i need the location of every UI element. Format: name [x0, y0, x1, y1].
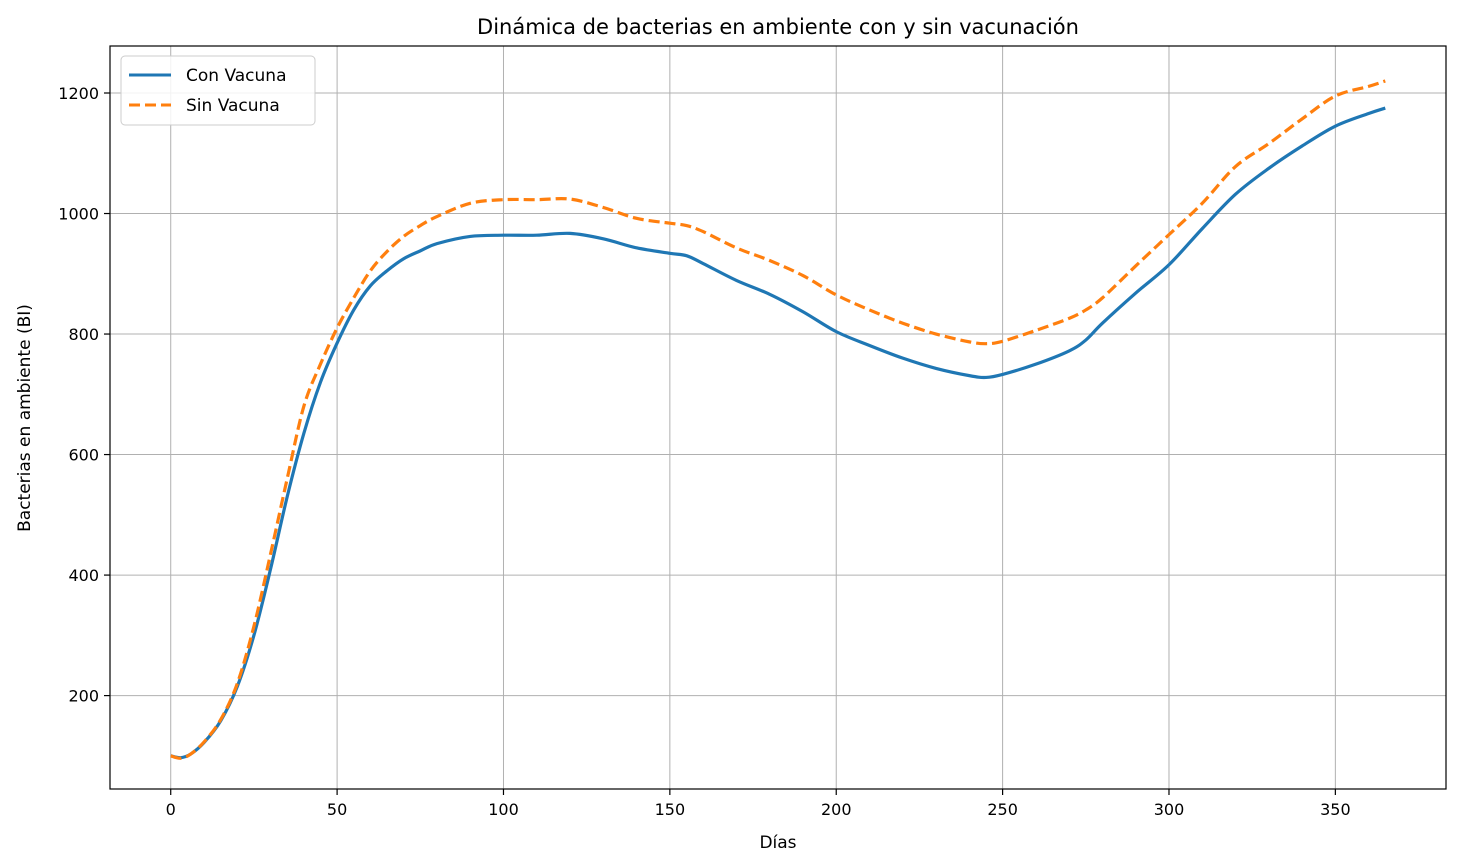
y-axis-label: Bacterias en ambiente (BI) — [15, 304, 35, 532]
chart-title: Dinámica de bacterias en ambiente con y … — [477, 15, 1079, 39]
y-tick-label: 1200 — [58, 84, 99, 103]
legend-label-sin-vacuna: Sin Vacuna — [186, 96, 280, 116]
x-tick-label: 200 — [821, 800, 852, 819]
x-tick-label: 350 — [1320, 800, 1351, 819]
y-tick-label: 800 — [68, 325, 99, 344]
x-tick-label: 250 — [987, 800, 1018, 819]
y-tick-label: 600 — [68, 446, 99, 465]
x-tick-label: 100 — [488, 800, 519, 819]
legend-label-con-vacuna: Con Vacuna — [186, 66, 287, 86]
series-line-con-vacuna — [170, 106, 1386, 760]
x-axis-label: Días — [759, 833, 796, 853]
plot-lines — [170, 79, 1386, 760]
x-tick-label: 50 — [327, 800, 347, 819]
y-tick-label: 200 — [68, 687, 99, 706]
axis-ticks: 0 50 100 150 200 250 300 350 200 400 600 800 1000 120… — [58, 84, 1350, 819]
plot-frame — [109, 45, 1447, 790]
x-tick-label: 150 — [655, 800, 686, 819]
x-tick-label: 300 — [1154, 800, 1185, 819]
legend-box — [120, 55, 316, 126]
x-tick-label: 0 — [166, 800, 176, 819]
y-tick-label: 400 — [68, 566, 99, 585]
legend: Con Vacuna Sin Vacuna — [120, 55, 316, 126]
y-tick-label: 1000 — [58, 205, 99, 224]
